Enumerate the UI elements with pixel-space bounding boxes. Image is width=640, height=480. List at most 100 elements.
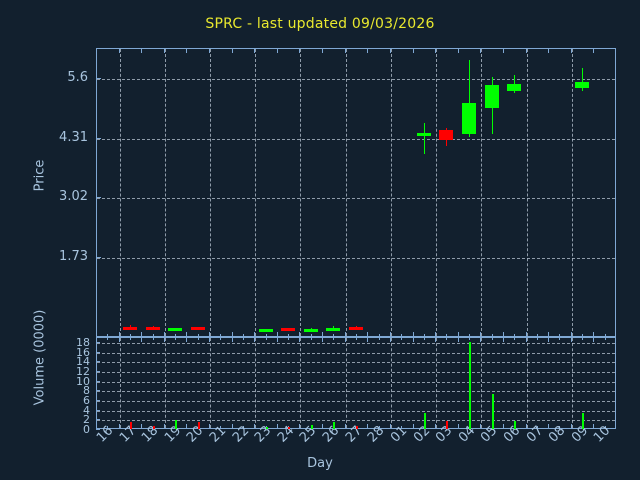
x-tickmark <box>435 48 437 53</box>
x-minor-tickmark <box>242 337 244 340</box>
vertical-gridline <box>300 49 302 336</box>
y-tickmark <box>96 351 100 353</box>
price-gridline <box>97 79 615 81</box>
vertical-gridline <box>345 338 347 428</box>
volume-tick-label: 14 <box>76 355 90 369</box>
volume-tick-label: 6 <box>83 393 90 407</box>
x-tickmark <box>367 424 369 429</box>
x-tickmark <box>118 332 120 337</box>
x-tickmark <box>389 424 391 429</box>
x-tickmark <box>548 424 550 429</box>
x-tickmark <box>276 424 278 429</box>
volume-bar <box>469 341 471 429</box>
x-tickmark <box>141 337 143 342</box>
x-tickmark <box>163 48 165 53</box>
x-tickmark <box>231 424 233 429</box>
vertical-gridline <box>164 49 166 336</box>
x-tickmark <box>96 337 97 342</box>
x-tickmark <box>502 337 504 342</box>
x-tickmark <box>525 332 527 337</box>
x-tickmark <box>96 332 97 337</box>
x-tickmark <box>96 48 97 53</box>
vertical-gridline <box>526 338 528 428</box>
x-tickmark <box>209 332 211 337</box>
x-tickmark <box>299 48 301 53</box>
candle-body <box>484 84 499 109</box>
x-tickmark <box>480 332 482 337</box>
x-tickmark <box>435 424 437 429</box>
x-tickmark <box>570 332 572 337</box>
day-axis-label: Day <box>307 456 333 471</box>
x-minor-tickmark <box>582 337 584 340</box>
x-minor-tickmark <box>378 334 380 337</box>
x-minor-tickmark <box>265 337 267 340</box>
x-tickmark <box>367 337 369 342</box>
x-tickmark <box>209 337 211 342</box>
x-tickmark <box>209 424 211 429</box>
x-minor-tickmark <box>536 337 538 340</box>
vertical-gridline <box>390 338 392 428</box>
x-tickmark <box>322 48 324 53</box>
x-minor-tickmark <box>129 337 131 340</box>
y-tickmark <box>96 399 100 401</box>
candle-body <box>507 84 522 92</box>
x-minor-tickmark <box>423 337 425 340</box>
x-tickmark <box>254 337 256 342</box>
x-tickmark <box>593 337 595 342</box>
x-tickmark <box>163 424 165 429</box>
x-tickmark <box>322 424 324 429</box>
volume-bar <box>492 393 494 429</box>
x-minor-tickmark <box>310 337 312 340</box>
x-tickmark <box>480 424 482 429</box>
price-tick-label: 3.02 <box>59 189 88 205</box>
x-tickmark <box>344 332 346 337</box>
volume-bar <box>514 420 516 429</box>
x-tickmark <box>186 337 188 342</box>
x-tickmark <box>299 337 301 342</box>
volume-bar <box>153 425 155 429</box>
y-tickmark <box>96 361 100 363</box>
x-minor-tickmark <box>446 334 448 337</box>
candle-body <box>168 328 183 332</box>
x-tickmark <box>367 48 369 53</box>
price-plot-area <box>96 48 616 337</box>
price-gridline <box>97 138 615 140</box>
x-tickmark <box>209 48 211 53</box>
y-tickmark <box>96 78 101 80</box>
x-tickmark <box>96 424 97 429</box>
x-tickmark <box>118 337 120 342</box>
volume-gridline <box>97 391 615 393</box>
x-tickmark <box>502 48 504 53</box>
volume-bar <box>446 421 448 429</box>
vertical-gridline <box>390 49 392 336</box>
y-tickmark <box>96 409 100 411</box>
volume-tick-label: 10 <box>76 374 90 388</box>
volume-axis-label: Volume (0000) <box>32 309 48 406</box>
x-tickmark <box>389 48 391 53</box>
volume-tick-label: 2 <box>83 413 90 427</box>
x-minor-tickmark <box>559 337 561 340</box>
x-tickmark <box>389 337 391 342</box>
x-minor-tickmark <box>197 334 199 337</box>
y-tickmark <box>96 419 100 421</box>
x-minor-tickmark <box>469 334 471 337</box>
candle-body <box>303 328 318 332</box>
x-minor-tickmark <box>514 334 516 337</box>
volume-gridline <box>97 381 615 383</box>
volume-gridline <box>97 400 615 402</box>
x-minor-tickmark <box>559 334 561 337</box>
x-minor-tickmark <box>220 334 222 337</box>
x-tickmark <box>118 424 120 429</box>
vertical-gridline <box>210 338 212 428</box>
vertical-gridline <box>210 49 212 336</box>
price-gridline <box>97 198 615 200</box>
x-minor-tickmark <box>175 337 177 340</box>
x-tickmark <box>435 332 437 337</box>
x-tickmark <box>231 337 233 342</box>
x-tickmark <box>254 48 256 53</box>
x-minor-tickmark <box>197 337 199 340</box>
x-minor-tickmark <box>220 426 222 429</box>
x-minor-tickmark <box>446 337 448 340</box>
x-tickmark <box>480 48 482 53</box>
x-minor-tickmark <box>129 334 131 337</box>
